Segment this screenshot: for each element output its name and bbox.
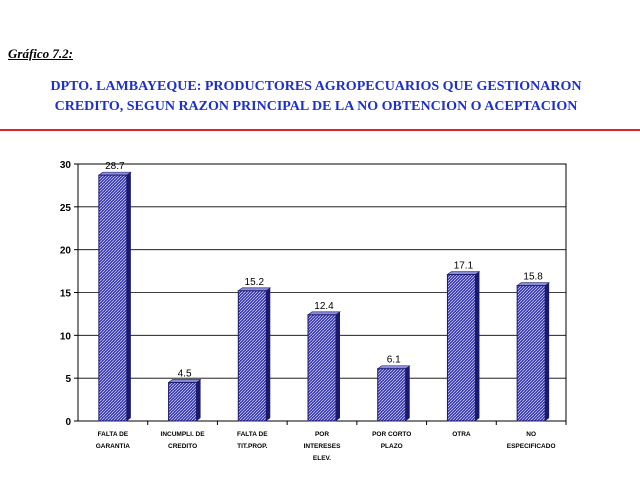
bar-side [266, 287, 271, 421]
y-tick-label: 5 [65, 374, 71, 385]
data-label: 15.8 [523, 272, 543, 283]
x-tick-label: FALTA DE [98, 431, 129, 438]
x-tick-label: OTRA [452, 431, 471, 438]
x-tick-label: FALTA DE [237, 431, 268, 438]
x-tick-label: NO [526, 431, 536, 438]
bar-side [126, 172, 131, 421]
bar-chart: 0 5 10 15 20 25 30 28.7 FALTA DE GARANTIA 4.5 INCUM… [60, 160, 567, 462]
x-tick-label: ESPECIFICADO [507, 443, 556, 450]
bar [98, 174, 128, 422]
figure-number: Gráfico 7.2: [8, 46, 73, 61]
bar-side [545, 282, 550, 421]
y-tick-label: 30 [60, 160, 72, 171]
bar [307, 314, 337, 422]
x-tick-label: INCUMPLI. DE [161, 431, 206, 438]
y-tick-label: 25 [60, 203, 72, 214]
bar-side [336, 311, 340, 421]
x-tick-label: ELEV. [313, 455, 331, 462]
bar [516, 285, 546, 422]
x-tick-label: POR CORTO [372, 431, 411, 438]
data-label: 15.2 [245, 277, 265, 288]
bar-side [405, 365, 410, 421]
bar-side [196, 379, 201, 421]
data-label: 17.1 [454, 261, 474, 272]
y-tick-label: 20 [60, 246, 72, 257]
bar [237, 290, 267, 422]
x-tick-label: GARANTIA [96, 443, 131, 450]
x-tick-label: CREDITO [168, 443, 197, 450]
bar [446, 274, 476, 422]
bar [377, 368, 407, 422]
divider-rule [0, 129, 640, 131]
y-tick-label: 10 [60, 331, 72, 342]
x-tick-label: POR [315, 431, 329, 438]
bar [168, 381, 198, 422]
data-label: 6.1 [387, 355, 401, 366]
chart-title-line-1: DPTO. LAMBAYEQUE: PRODUCTORES AGROPECUAR… [50, 79, 582, 94]
x-tick-label: INTERESES [304, 443, 342, 450]
data-label: 12.4 [314, 301, 334, 312]
data-label: 28.7 [105, 161, 125, 172]
data-label: 4.5 [178, 368, 192, 379]
x-tick-label: PLAZO [381, 443, 403, 450]
chart-title-line-2: CREDITO, SEGUN RAZON PRINCIPAL DE LA NO … [54, 99, 578, 114]
chart-title: DPTO. LAMBAYEQUE: PRODUCTORES AGROPECUAR… [0, 77, 632, 117]
bar-side [475, 271, 480, 421]
y-tick-label: 0 [65, 417, 71, 428]
x-tick-label: TIT.PROP. [237, 443, 267, 450]
y-tick-label: 15 [60, 289, 72, 300]
